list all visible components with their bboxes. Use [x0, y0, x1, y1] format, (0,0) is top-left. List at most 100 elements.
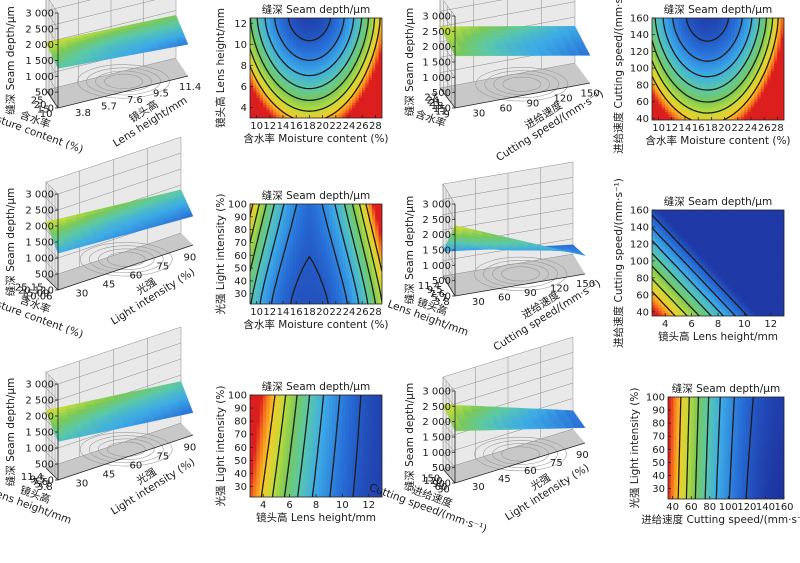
x-tick-label: 16 [290, 121, 303, 132]
y-axis-label-en: Lens height/mm [215, 8, 227, 93]
x-tick-label: 12 [665, 123, 678, 134]
y-axis-label-en: Light intensity (%) [503, 462, 591, 523]
y-tick-label: 60 [234, 251, 247, 262]
contour-line-4 [250, 204, 369, 304]
y-axis-label: 进给速度 Cutting speed/(mm·s⁻¹) [612, 178, 625, 348]
z-tick-label: 2 500 [422, 27, 451, 38]
x-tick-label: 10 [40, 109, 53, 120]
y-tick-label: 120 [630, 239, 649, 250]
y-tick-label: 30 [473, 109, 486, 120]
y-tick-label: 90 [524, 288, 537, 299]
z-tick-label: 500 [432, 276, 451, 287]
chart-title: 缝深 Seam depth/μm [664, 195, 772, 208]
y-tick-label: 4 [241, 103, 247, 114]
x-tick-label: 16 [290, 307, 303, 318]
x-tick-label: 26 [758, 123, 771, 134]
plot-frame [667, 396, 785, 500]
x-tick-label: 25 [31, 95, 44, 106]
y-axis-label-en: Cutting speed/(mm·s⁻¹) [613, 178, 625, 302]
y-tick-label: 60 [652, 445, 665, 456]
x-tick-label: 7.6 [429, 289, 445, 300]
x-tick-label: 22 [329, 307, 342, 318]
y-tick-label: 80 [234, 417, 247, 428]
z-tick-label: 1 000 [422, 261, 451, 272]
z-axis-label: 缝深 Seam depth/μm [403, 8, 416, 116]
x-tick-label: 24 [343, 307, 356, 318]
y-tick-label: 12 [234, 19, 247, 30]
z-tick-label: 2 000 [422, 42, 451, 53]
x-axis-label-cn: 镜头高 [658, 330, 690, 343]
z-tick-label: 3 000 [25, 9, 54, 20]
z-tick-label: 0 [445, 479, 451, 490]
contour-heatmap [668, 397, 784, 499]
x-tick-label: 5.7 [34, 479, 50, 490]
y-tick-label: 70 [234, 238, 247, 249]
x-axis-label: 含水率 Moisture content (%) [243, 318, 388, 331]
y-axis-label-en: Cutting speed/(mm·s⁻¹) [494, 88, 606, 164]
panel-surf-6: 0 500 1 000 1 500 2 000 2 500 3 000 缝深 Seam dep… [367, 336, 591, 535]
panel-surf-3: 0 500 1 000 1 500 2 000 2 500 3 000 缝深 Seam dep… [0, 136, 197, 341]
z-tick-label: 1 000 [422, 448, 451, 459]
y-tick-label: 90 [234, 404, 247, 415]
chart-title: 缝深 Seam depth/μm [262, 189, 370, 202]
x-tick-label: 22 [731, 123, 744, 134]
x-tick-label: 6 [688, 319, 694, 330]
floor-plane [46, 58, 188, 108]
z-tick-label: 0 [48, 476, 54, 487]
z-axis-label: 缝深 Seam depth/μm [403, 383, 416, 491]
x-tick-label: 40 [666, 502, 679, 513]
x-axis-label-en: Lens height/mm [291, 512, 376, 524]
contour-line-4 [296, 395, 311, 497]
y-tick-label: 60 [234, 443, 247, 454]
z-tick-label: 500 [432, 463, 451, 474]
x-tick-label: 3.8 [434, 297, 450, 308]
x-tick-label: 10 [336, 500, 349, 511]
z-tick-label: 1 500 [25, 56, 54, 67]
y-tick-label: 90 [234, 212, 247, 223]
y-tick-label: 60 [636, 97, 649, 108]
y-tick-label: 100 [630, 256, 649, 267]
x-tick-label: 10.06 [24, 292, 53, 303]
z-tick-label: 1 500 [25, 238, 54, 249]
surface-mesh [45, 381, 194, 442]
contour-line-5 [250, 18, 370, 102]
contour-line-5 [652, 18, 768, 103]
chart-title: 缝深 Seam depth/μm [262, 380, 370, 393]
contour-heatmap [250, 18, 382, 118]
y-tick-label: 11.4 [179, 82, 201, 93]
x-axis-label-en: Moisture content (%) [278, 133, 388, 145]
x-tick-label: 10 [250, 121, 263, 132]
x-tick-label: 12 [764, 319, 777, 330]
x-tick-label: 8 [313, 500, 319, 511]
x-tick-label: 27 [424, 92, 437, 103]
x-tick-label: 20 [34, 100, 47, 111]
y-tick-label: 60 [636, 290, 649, 301]
contour-line-4 [654, 18, 761, 91]
x-axis-label-cn: 含水率 [243, 132, 275, 145]
y-tick-label: 60 [500, 104, 513, 115]
x-tick-label: 60 [685, 502, 698, 513]
x-tick-label: 60 [435, 482, 448, 493]
x-tick-label: 18 [303, 307, 316, 318]
z-tick-label: 0 [445, 292, 451, 303]
x-axis-label-cn: 进给速度 [641, 513, 683, 526]
panel-surf-4: 0 500 1 000 1 500 2 000 2 500 3 000 缝深 Seam dep… [386, 161, 603, 354]
z-tick-label: 1 000 [25, 254, 54, 265]
x-tick-label: 24 [426, 95, 439, 106]
y-tick-label: 40 [652, 471, 665, 482]
y-tick-label: 80 [652, 419, 665, 430]
z-tick-label: 2 500 [422, 215, 451, 226]
z-tick-label: 1 000 [422, 73, 451, 84]
y-tick-label: 90 [652, 406, 665, 417]
contour-line-6 [271, 395, 287, 497]
y-tick-label: 120 [630, 47, 649, 58]
x-tick-label: 160 [774, 502, 793, 513]
panel-contour-4: 缝深 Seam depth/μm 4 6 8 10 12 40 60 80 100 120 140 16… [612, 178, 785, 348]
z-tick-label: 0 [445, 104, 451, 115]
x-axis-label: 进给速度 Cutting speed/(mm·s⁻¹) [641, 513, 800, 526]
y-tick-label: 90 [184, 443, 197, 454]
contour-line-5 [283, 395, 298, 497]
contour-line-4 [652, 252, 712, 316]
y-tick-label: 60 [130, 461, 143, 472]
